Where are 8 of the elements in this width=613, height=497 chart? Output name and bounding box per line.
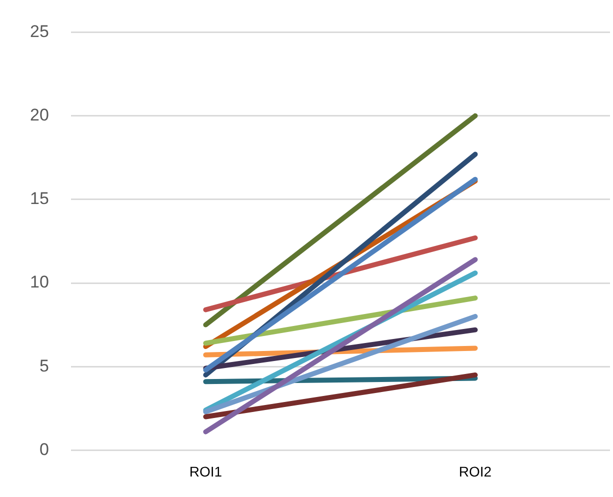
y-tick-label: 10 xyxy=(30,272,49,292)
y-tick-label: 0 xyxy=(39,440,49,459)
y-tick-label: 5 xyxy=(39,356,49,376)
y-tick-label: 25 xyxy=(30,22,49,41)
y-tick-label: 15 xyxy=(30,189,49,208)
x-tick-label: ROI1 xyxy=(189,463,222,480)
y-tick-label: 20 xyxy=(30,105,49,124)
x-tick-label: ROI2 xyxy=(458,463,492,480)
